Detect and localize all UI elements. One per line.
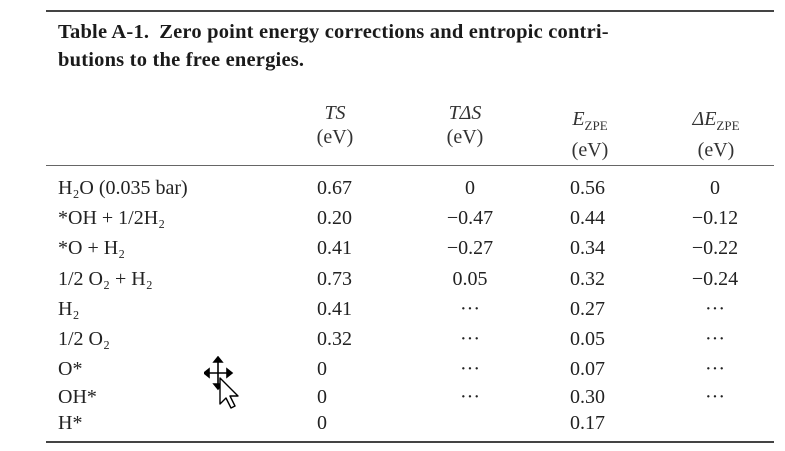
row-ts: 0.67	[317, 177, 352, 199]
row-dezpe: ···	[705, 386, 725, 408]
row-dezpe: 0	[710, 177, 720, 199]
header-ezpe-sub: ZPE	[584, 118, 608, 133]
row-tds: 0.05	[452, 268, 488, 290]
caption-line-2: butions to the free energies.	[58, 49, 305, 71]
row-species: *O + H₂	[58, 237, 126, 259]
row-ezpe: 0.17	[570, 412, 605, 434]
row-ezpe: 0.32	[570, 268, 605, 290]
row-species: 1/2 O₂ + H₂	[58, 268, 153, 290]
header-ezpe-symbol: E	[572, 108, 585, 130]
header-dezpe-unit: (eV)	[697, 139, 735, 161]
row-ts: 0.41	[317, 298, 352, 320]
row-tds: 0	[465, 177, 475, 199]
row-tds: ···	[460, 328, 480, 350]
row-ezpe: 0.56	[570, 177, 605, 199]
row-tds: ···	[460, 358, 480, 380]
row-ts: 0.20	[317, 207, 352, 229]
row-ts: 0	[317, 358, 327, 380]
row-ezpe: 0.44	[570, 207, 605, 229]
row-species: OH*	[58, 386, 97, 408]
header-tds-symbol: TΔS	[448, 102, 482, 124]
header-dezpe-sub: ZPE	[716, 118, 740, 133]
row-ts: 0.32	[317, 328, 352, 350]
row-ezpe: 0.07	[570, 358, 605, 380]
row-species: H₂	[58, 298, 80, 320]
header-ezpe-unit: (eV)	[571, 139, 609, 161]
header-ts: TS (eV)	[303, 101, 367, 149]
row-species: *OH + 1/2H₂	[58, 207, 166, 229]
row-dezpe: −0.22	[691, 237, 739, 259]
move-cursor-icon	[204, 356, 239, 409]
header-dezpe-symbol: ΔE	[692, 108, 717, 130]
row-tds: −0.27	[446, 237, 494, 259]
row-dezpe: −0.24	[691, 268, 739, 290]
caption-line-1: Zero point energy corrections and entrop…	[159, 21, 609, 43]
header-separator-rule	[46, 165, 774, 166]
row-ts: 0.41	[317, 237, 352, 259]
header-ts-symbol: TS	[324, 102, 346, 124]
table-top-rule	[46, 10, 774, 12]
table-label: Table A-1.	[58, 21, 150, 43]
row-species: H*	[58, 412, 83, 434]
row-ts: 0.73	[317, 268, 352, 290]
row-dezpe: ···	[705, 328, 725, 350]
row-species: O*	[58, 358, 83, 380]
header-ezpe: EZPE (eV)	[550, 107, 630, 162]
header-tds: TΔS (eV)	[430, 101, 500, 149]
row-ezpe: 0.34	[570, 237, 605, 259]
header-ts-unit: (eV)	[316, 126, 354, 148]
header-tds-unit: (eV)	[446, 126, 484, 148]
row-tds: −0.47	[446, 207, 494, 229]
row-tds: ···	[460, 298, 480, 320]
row-tds: ···	[460, 386, 480, 408]
header-dezpe: ΔEZPE (eV)	[670, 107, 762, 162]
row-species: H₂O (0.035 bar)	[58, 177, 188, 199]
table-caption: Table A-1. Zero point energy corrections …	[58, 18, 758, 74]
row-ezpe: 0.30	[570, 386, 605, 408]
row-species: 1/2 O₂	[58, 328, 110, 350]
row-dezpe: ···	[705, 298, 725, 320]
row-ts: 0	[317, 386, 327, 408]
row-ezpe: 0.27	[570, 298, 605, 320]
row-ezpe: 0.05	[570, 328, 605, 350]
row-dezpe: ···	[705, 358, 725, 380]
row-ts: 0	[317, 412, 327, 434]
row-dezpe: −0.12	[691, 207, 739, 229]
table-bottom-rule	[46, 441, 774, 443]
